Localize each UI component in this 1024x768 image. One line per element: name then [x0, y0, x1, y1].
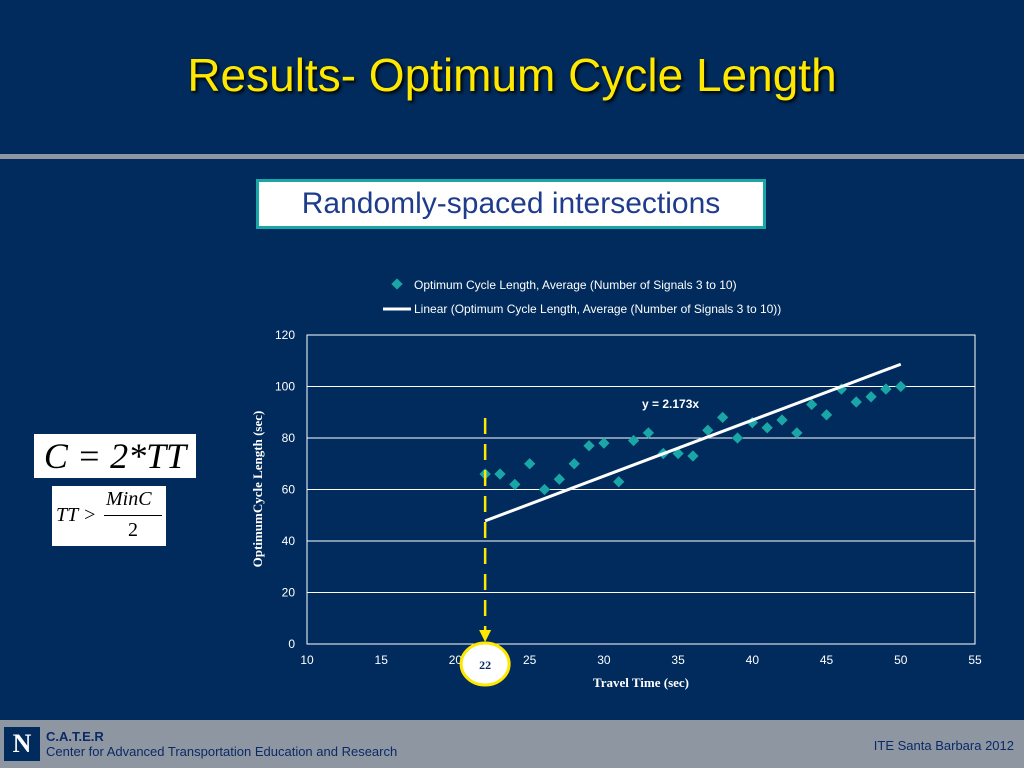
- x-tick-label: 40: [746, 653, 760, 667]
- y-tick-label: 100: [275, 380, 295, 394]
- y-tick-label: 20: [282, 586, 296, 600]
- x-tick-label: 50: [894, 653, 908, 667]
- footer-bar: N C.A.T.E.R Center for Advanced Transpor…: [0, 720, 1024, 768]
- formula-condition-denominator: 2: [128, 519, 138, 541]
- data-point: [806, 398, 818, 411]
- data-point: [895, 380, 907, 393]
- legend: Optimum Cycle Length, Average (Number of…: [383, 278, 781, 316]
- trendline: [484, 362, 902, 523]
- data-points: [479, 380, 907, 496]
- data-point: [553, 473, 566, 485]
- data-point: [731, 432, 744, 444]
- formula-condition-lhs: TT >: [56, 504, 97, 526]
- y-tick-label: 0: [288, 637, 295, 651]
- y-tick-label: 60: [282, 483, 296, 497]
- data-point: [702, 424, 714, 436]
- data-point: [716, 411, 729, 424]
- data-point: [761, 422, 773, 434]
- x-tick-label: 10: [300, 653, 314, 667]
- data-point: [568, 458, 580, 470]
- fraction-bar: [104, 515, 162, 516]
- footer-center-name: Center for Advanced Transportation Educa…: [46, 744, 398, 759]
- x-tick-label: 25: [523, 653, 537, 667]
- legend-label-trendline: Linear (Optimum Cycle Length, Average (N…: [414, 302, 781, 316]
- x-tick-labels: 10 15 20 25 30 35 40 45 50 55: [300, 653, 982, 667]
- legend-label-series: Optimum Cycle Length, Average (Number of…: [414, 278, 737, 292]
- x-tick-label: 35: [671, 653, 685, 667]
- trendline-equation: y = 2.173x: [642, 397, 699, 411]
- y-axis-label: OptimumCycle Length (sec): [250, 411, 265, 568]
- x-tick-label: 15: [375, 653, 389, 667]
- subtitle-box: Randomly-spaced intersections: [256, 179, 766, 229]
- x-tick-label: 20: [449, 653, 463, 667]
- data-point: [583, 440, 595, 452]
- data-point: [820, 409, 833, 421]
- formula-condition: TT > MinC 2: [52, 486, 166, 546]
- data-point: [598, 437, 610, 449]
- data-point: [627, 434, 640, 447]
- data-point: [642, 427, 655, 439]
- x-tick-label: 45: [820, 653, 834, 667]
- formula-condition-numerator: MinC: [106, 488, 152, 510]
- university-logo: N: [4, 727, 40, 761]
- legend-marker-diamond: [391, 278, 403, 290]
- y-tick-labels: 0 20 40 60 80 100 120: [275, 328, 295, 651]
- formula-cycle-length: C = 2*TT: [34, 434, 196, 478]
- x-tick-label: 30: [597, 653, 611, 667]
- data-point: [494, 468, 506, 480]
- annotation-label: 22: [479, 658, 491, 672]
- data-point: [613, 476, 625, 488]
- grid-lines: [307, 386, 975, 593]
- slide-title: Results- Optimum Cycle Length: [187, 49, 837, 101]
- data-point: [538, 483, 551, 496]
- y-tick-label: 40: [282, 534, 296, 548]
- data-point: [524, 458, 536, 470]
- data-point: [687, 450, 699, 462]
- y-tick-label: 80: [282, 431, 296, 445]
- x-tick-label: 55: [968, 653, 982, 667]
- data-point: [850, 396, 862, 408]
- data-point: [791, 427, 803, 439]
- title-divider: [0, 154, 1024, 159]
- annotation-arrow-head: [479, 630, 492, 642]
- footer-event: ITE Santa Barbara 2012: [873, 738, 1014, 753]
- annotation-highlight-circle: [459, 641, 511, 687]
- data-point: [880, 383, 892, 395]
- data-point: [509, 478, 521, 491]
- y-tick-label: 120: [275, 328, 295, 342]
- scatter-chart: 0 20 40 60 80 100 120 10 15 20 25 30 35 40 45 50 55 y =…: [250, 278, 982, 690]
- x-axis-label: Travel Time (sec): [593, 675, 689, 690]
- footer-org-name: C.A.T.E.R: [46, 729, 104, 744]
- data-point: [776, 414, 788, 426]
- data-point: [865, 391, 877, 403]
